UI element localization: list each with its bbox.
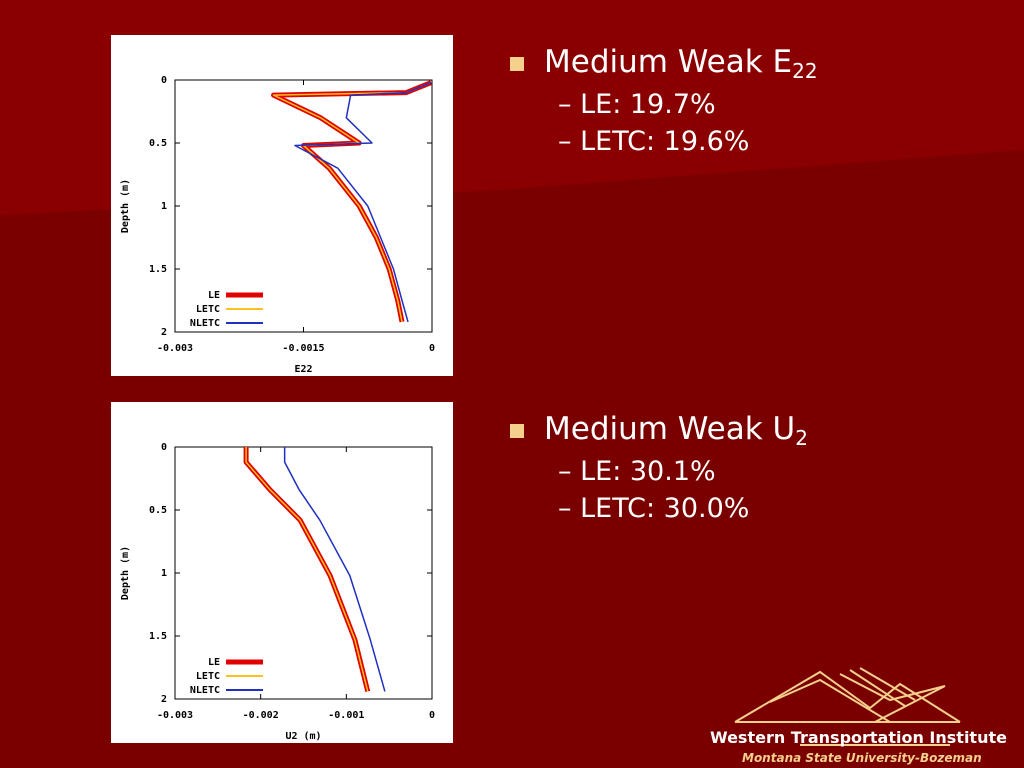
y-axis-label: Depth (m): [120, 546, 131, 600]
y-tick-label: 2: [161, 694, 167, 705]
x-tick-label: -0.003: [157, 710, 193, 721]
series-line: [272, 81, 432, 323]
y-tick-label: 1.5: [149, 264, 167, 275]
x-axis-label: U2 (m): [285, 731, 321, 742]
legend-label: LE: [208, 657, 220, 668]
bullet-item: – LE: 30.1%: [558, 456, 716, 487]
series-line: [283, 447, 386, 692]
y-tick-label: 0: [161, 442, 167, 453]
item-text: LE: 30.1%: [580, 456, 716, 487]
x-tick-label: -0.002: [243, 710, 279, 721]
chart: 0 0.5 1 1.5 2 -0.003 -0.002 -0.001 0 U2 (m) Depth …: [120, 442, 435, 742]
x-tick-label: -0.001: [328, 710, 364, 721]
chart-panel: 0 0.5 1 1.5 2 -0.003 -0.002 -0.001 0 U2 (m) Depth …: [111, 402, 453, 743]
logo-subtitle: Montana State University-Bozeman: [742, 751, 982, 765]
x-tick-label: -0.003: [157, 343, 193, 354]
bullet-item: – LE: 19.7%: [558, 89, 716, 120]
bullet: Medium Weak E22 – LE: 19.7% – LETC: 19.6…: [508, 44, 818, 157]
bullet-text: Medium Weak U: [544, 411, 796, 447]
x-tick-label: 0: [429, 343, 435, 354]
bullet-item: – LETC: 30.0%: [558, 493, 750, 524]
bullet-subscript: 2: [795, 426, 808, 450]
x-tick-label: -0.0015: [282, 343, 324, 354]
bullet-subscript: 22: [792, 59, 818, 83]
series-line: [245, 447, 369, 692]
bullet: Medium Weak U2 – LE: 30.1% – LETC: 30.0%: [508, 411, 808, 524]
y-tick-label: 1.5: [149, 631, 167, 642]
y-tick-label: 0.5: [149, 138, 167, 149]
bullet-head: Medium Weak U2: [508, 411, 808, 450]
item-text: LETC: 30.0%: [580, 493, 750, 524]
y-tick-label: 0.5: [149, 505, 167, 516]
series-line: [294, 81, 432, 323]
y-tick-label: 2: [161, 327, 167, 338]
legend-label: NLETC: [190, 685, 220, 696]
y-tick-label: 0: [161, 75, 167, 86]
item-text: LETC: 19.6%: [580, 126, 750, 157]
legend-label: LE: [208, 290, 220, 301]
series-line: [271, 80, 433, 323]
legend-label: NLETC: [190, 318, 220, 329]
y-axis-label: Depth (m): [120, 179, 131, 233]
logo-title: Western Transportation Institute: [710, 728, 1007, 747]
legend-label: LETC: [196, 671, 220, 682]
chart-panel: 0 0.5 1 1.5 2 -0.003 -0.0015 0 E22 Depth (m) LE LET…: [111, 35, 453, 376]
bullet-head: Medium Weak E22: [508, 44, 818, 83]
x-axis-label: E22: [294, 364, 312, 375]
y-tick-label: 1: [161, 201, 167, 212]
x-tick-label: 0: [429, 710, 435, 721]
y-tick-label: 1: [161, 568, 167, 579]
item-text: LE: 19.7%: [580, 89, 716, 120]
bullet-item: – LETC: 19.6%: [558, 126, 750, 157]
bullet-text: Medium Weak E: [544, 44, 793, 80]
chart: 0 0.5 1 1.5 2 -0.003 -0.0015 0 E22 Depth (m) LE LET…: [120, 75, 435, 375]
legend-label: LETC: [196, 304, 220, 315]
logo-mark: [734, 667, 961, 746]
